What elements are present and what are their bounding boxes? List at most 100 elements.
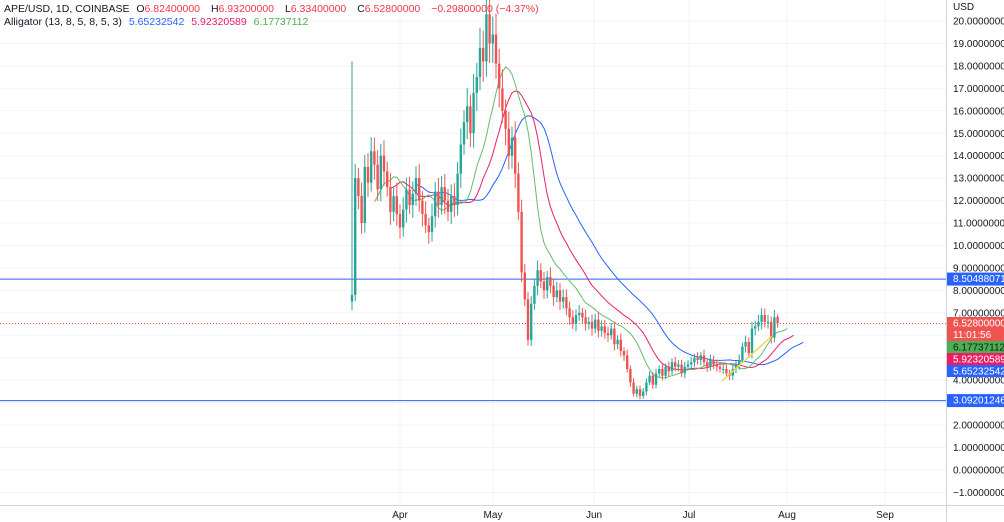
candle-body [501,88,504,111]
candle [354,163,357,302]
candle [747,337,750,359]
candle [424,201,427,233]
candle [574,309,578,332]
candle-body [626,355,629,369]
price-tick-label: 16.00000000 [953,106,1004,117]
candle-body [379,155,382,190]
candle [491,16,494,64]
candle-body [443,187,446,201]
candle [619,333,622,357]
candle-body [382,155,386,172]
candle-body [597,319,600,331]
candle-body [619,339,622,352]
candle [757,315,760,332]
change-value: −0.29800000 (−4.37%) [431,3,539,15]
teeth-value: 5.92320589 [191,16,247,28]
candle-body [645,382,648,392]
trendline-drawing [721,335,773,382]
symbol-legend: APE/USD, 1D, COINBASE O6.82400000 H6.932… [4,3,543,15]
candle-body [398,214,402,228]
candle [440,176,443,215]
candle [571,310,574,329]
candle-body [405,189,408,210]
candle-body [642,391,645,396]
candle [478,27,482,91]
candle-body [363,166,366,224]
price-tick-label: 1.00000000 [953,443,1004,454]
candle-body [542,281,546,291]
candle-body [754,326,757,329]
price-tick-label: 18.00000000 [953,61,1004,72]
candle-body [462,122,466,145]
candle-body [613,328,616,345]
candle [584,309,587,331]
candle [754,320,757,336]
price-tick-label: 20.00000000 [953,17,1004,28]
candle-body [386,171,389,188]
candle [520,199,523,283]
candle [469,94,472,148]
low-label: L [284,3,291,15]
candle-body [616,339,619,345]
candle-body [661,368,664,376]
candle-body [450,196,453,212]
alligator-jaw-line [415,115,804,366]
candle [373,137,376,180]
symbol-title[interactable]: APE/USD, 1D, COINBASE [4,3,130,15]
candle [581,307,584,325]
candle-body [440,187,443,206]
jaw-price-badge-label: 5.65232542 [953,367,1004,378]
candle-body [677,364,680,367]
current-price-badge-label: 6.52800000 [953,319,1004,330]
candle [555,281,558,303]
candle [661,363,664,381]
candle-body [389,187,392,212]
candle-body [712,359,715,365]
lips-value: 6.17737112 [253,16,309,28]
candle [363,154,366,233]
candle [776,314,779,328]
candle-body [469,106,472,134]
candle-body [629,368,632,383]
candle [773,309,776,343]
candle-body [699,355,702,360]
candle-body [402,209,405,228]
candle [677,360,680,372]
candle [667,361,670,377]
candle-body [574,315,578,325]
indicator-name[interactable]: Alligator (13, 8, 5, 8, 5, 3) [4,16,122,28]
candle [600,320,603,337]
candle-body [456,173,459,206]
candle [738,354,741,370]
candle [760,308,763,330]
candle-body [706,362,709,367]
candle-body [670,362,674,372]
price-tick-label: 14.00000000 [953,151,1004,162]
candle [702,349,706,366]
candle-body [686,364,690,367]
candle [443,173,446,215]
candle-body [760,315,763,322]
candle [686,360,690,371]
candle-body [664,366,667,376]
candle [722,364,725,375]
candle [539,263,542,289]
candle-body [590,321,594,329]
candle [376,150,379,201]
candle [638,385,642,400]
candle [750,321,754,359]
candle [360,182,363,235]
candle-body [478,47,482,78]
candle [766,314,770,329]
candle-body [578,312,581,316]
candle [357,167,360,210]
candle [770,316,773,344]
jaw-price-badge [947,365,1004,377]
candle-body [709,359,712,367]
candle [466,88,469,140]
candle [507,111,510,170]
candle [530,296,533,346]
candle [693,353,696,367]
candle [446,188,450,221]
